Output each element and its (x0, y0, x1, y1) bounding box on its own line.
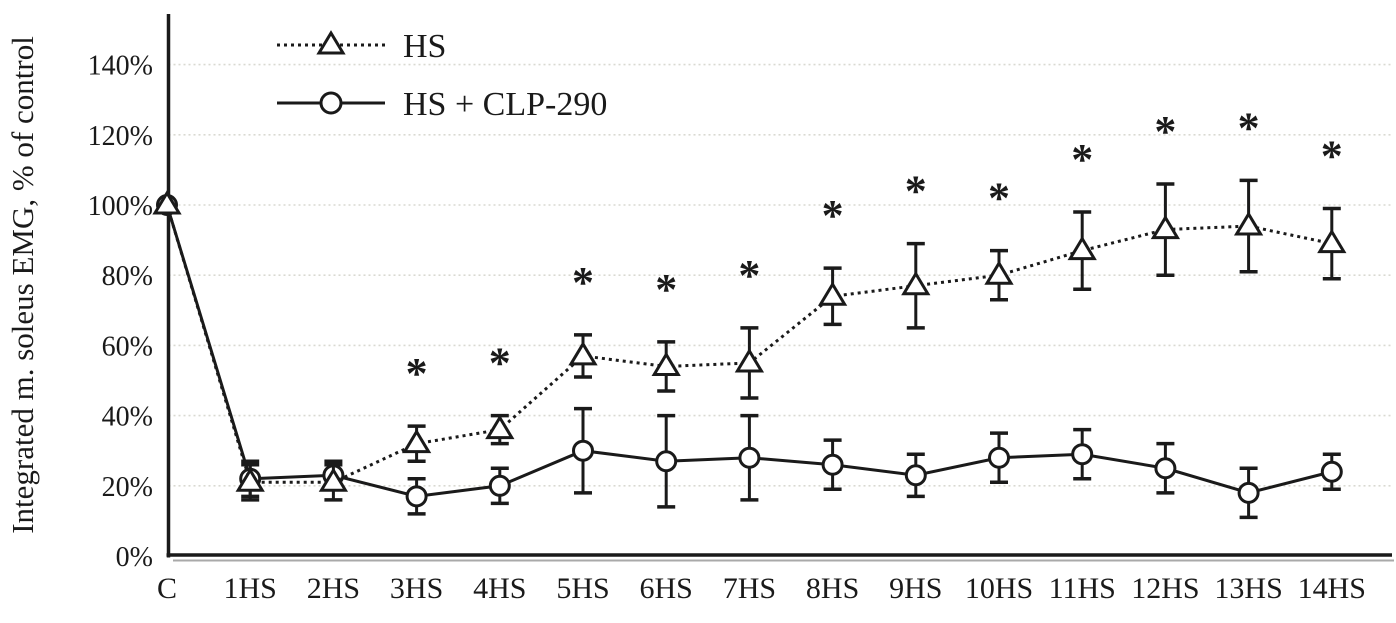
hs-triangle-marker (734, 348, 765, 373)
series-hs-clp290 (156, 194, 1343, 520)
legend-item-hs: HS (277, 28, 446, 65)
significance-asterisk-13HS: * (1238, 103, 1260, 152)
hs-triangle-marker (568, 341, 598, 366)
y-tick-label-60%: 60% (102, 331, 153, 362)
x-tick-label-5HS: 5HS (556, 572, 609, 605)
x-tick-label-4HS: 4HS (473, 572, 526, 605)
hs-clp290-circle-marker (1071, 443, 1094, 466)
significance-asterisk-12HS: * (1154, 107, 1176, 156)
x-tick-label-6HS: 6HS (640, 572, 693, 605)
axes-layer (166, 14, 1394, 562)
legend-hs-label: HS (403, 28, 446, 65)
hs-clp290-circle-marker (1320, 460, 1343, 483)
hs-triangle-marker (817, 281, 848, 306)
legend-hs-triangle-icon (316, 30, 346, 55)
y-tick-label-40%: 40% (102, 402, 153, 433)
hs-clp290-circle-marker (488, 474, 511, 497)
hs-triangle-marker (235, 467, 265, 492)
hs-clp290-circle-marker (405, 485, 428, 508)
tick-labels-layer: 0% 20% 40% 60% 80% 100% 120% 140% C 1HS 2HS 3HS 4HS 5… (88, 51, 1366, 605)
hs-triangle-marker (1150, 214, 1181, 240)
hs-clp290-circle-marker (1237, 481, 1260, 504)
hs-clp290-circle-marker (1154, 457, 1177, 480)
y-tick-label-120%: 120% (88, 121, 153, 152)
hs-triangle-marker (152, 190, 182, 215)
hs-clp290-circle-marker (904, 464, 927, 487)
x-tick-label-8HS: 8HS (806, 572, 859, 605)
hs-clp290-circle-marker (821, 453, 844, 476)
y-tick-label-20%: 20% (102, 472, 153, 503)
hs-clp290-circle-marker (655, 450, 678, 473)
hs-triangle-marker (401, 428, 432, 454)
gridlines-layer (168, 63, 1391, 487)
legend-clp-circle-icon (319, 91, 343, 115)
significance-asterisk-10HS: * (988, 174, 1010, 223)
x-tick-label-3HS: 3HS (390, 572, 443, 605)
significance-asterisk-8HS: * (822, 191, 844, 240)
x-tick-label-14HS: 14HS (1298, 572, 1366, 605)
y-tick-label-140%: 140% (88, 51, 153, 82)
hs-clp290-circle-marker (572, 439, 594, 462)
hs-triangle-marker (1233, 211, 1264, 236)
significance-asterisk-14HS: * (1321, 132, 1343, 181)
y-tick-label-80%: 80% (102, 261, 153, 292)
y-axis-title: Integrated m. soleus EMG, % of control (5, 36, 40, 534)
x-tick-label-10HS: 10HS (965, 572, 1033, 605)
significance-asterisk-4HS: * (489, 339, 511, 388)
hs-clp290-circle-marker (988, 446, 1010, 469)
significance-asterisk-7HS: * (738, 251, 760, 300)
hs-triangle-marker (901, 270, 931, 296)
x-tick-label-1HS: 1HS (224, 572, 277, 605)
hs-triangle-marker (1317, 228, 1347, 254)
x-tick-label-7HS: 7HS (723, 572, 776, 605)
significance-asterisk-11HS: * (1071, 135, 1093, 184)
x-tick-label-11HS: 11HS (1049, 572, 1116, 605)
y-tick-label-0%: 0% (116, 542, 153, 573)
series-layer: * * * * * * * * * * * * (152, 103, 1347, 520)
x-tick-label-9HS: 9HS (889, 572, 942, 605)
x-tick-label-12HS: 12HS (1131, 572, 1199, 605)
hs-triangle-marker (651, 351, 681, 376)
legend-clp-label: HS + CLP-290 (403, 86, 607, 123)
significance-asterisk-6HS: * (655, 265, 677, 314)
hs-triangle-marker (485, 414, 515, 440)
significance-asterisk-5HS: * (572, 258, 594, 307)
hs-triangle-marker (318, 467, 349, 492)
significance-asterisk-9HS: * (905, 167, 927, 216)
significance-asterisk-3HS: * (406, 349, 428, 398)
series-hs: * * * * * * * * * * * * (152, 103, 1347, 502)
x-tick-label-13HS: 13HS (1214, 572, 1282, 605)
hs-triangle-marker (1067, 235, 1097, 261)
legend-item-hs-clp290: HS + CLP-290 (277, 86, 607, 123)
hs-clp290-circle-marker (738, 446, 761, 469)
hs-triangle-marker (984, 260, 1014, 285)
legend: HS HS + CLP-290 (277, 28, 607, 123)
x-tick-label-2HS: 2HS (307, 572, 360, 605)
x-tick-label-C: C (157, 572, 177, 605)
y-tick-label-100%: 100% (88, 191, 153, 222)
